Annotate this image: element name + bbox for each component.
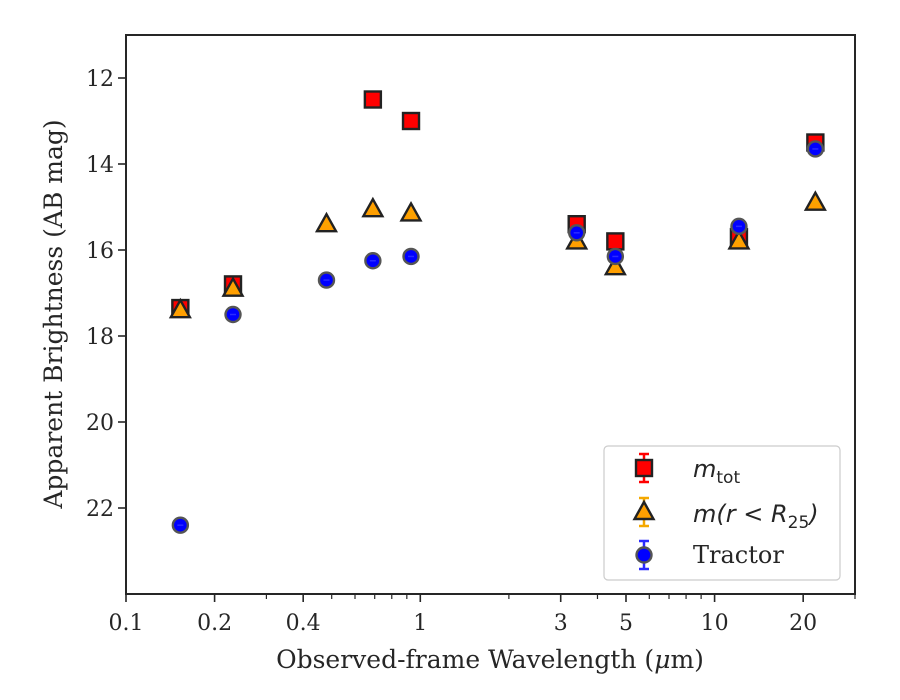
x-tick-label: 0.4 (286, 611, 321, 636)
legend-label-mr25: m(r < R25) (693, 500, 819, 533)
x-tick-label: 10 (701, 611, 729, 636)
data-marks (168, 90, 827, 534)
legend-label-tractor: Tractor (693, 541, 784, 569)
series-triangle (168, 190, 827, 319)
y-tick-label: 18 (86, 325, 114, 350)
triangle-point (399, 200, 423, 222)
legend: mtot m(r < R25) Tractor (603, 445, 841, 581)
y-tick-label: 12 (86, 67, 114, 92)
triangle-point (168, 297, 192, 319)
triangle-point (603, 254, 627, 276)
triangle-point (221, 276, 245, 297)
y-tick-label: 16 (86, 239, 114, 264)
legend-label-mtot-sub: tot (716, 468, 740, 488)
x-tick-label: 5 (619, 611, 633, 636)
plot-frame (125, 34, 856, 595)
legend-label-mr25-main: m(r < R (693, 500, 788, 528)
x-tick-labels: 0.1 0.2 0.4 1 3 5 10 20 (109, 611, 818, 636)
legend-label-mtot-main: m (693, 455, 716, 483)
x-tick-label: 1 (413, 611, 427, 636)
legend-circle-marker (635, 546, 653, 564)
legend-box (603, 445, 841, 581)
triangle-point (361, 196, 385, 218)
y-tick-labels: 12 14 16 18 20 22 (86, 67, 114, 522)
legend-label-mtot: mtot (693, 455, 740, 488)
legend-square-marker (634, 458, 654, 478)
x-axis-label-prefix: Observed-frame Wavelength ( (276, 645, 654, 674)
legend-symbols (632, 452, 656, 571)
legend-triangle-marker (632, 499, 656, 521)
legend-label-mr25-tail: ) (807, 500, 818, 528)
y-tick-label: 22 (86, 497, 114, 522)
y-tick-label: 20 (86, 411, 114, 436)
x-axis-label-suffix: m) (670, 645, 703, 674)
x-axis-label-mu: μ (654, 645, 670, 674)
y-axis-label: Apparent Brightness (AB mag) (39, 119, 68, 509)
legend-label-mr25-sub: 25 (788, 513, 810, 533)
triangle-point (314, 211, 339, 233)
x-tick-label: 0.1 (109, 611, 144, 636)
triangle-point (727, 228, 751, 250)
series-circle (171, 140, 825, 534)
y-tick-label: 14 (86, 153, 114, 178)
x-tick-label: 20 (789, 611, 817, 636)
x-tick-label: 0.2 (197, 611, 232, 636)
major-ticks (118, 77, 804, 602)
x-tick-label: 3 (554, 611, 568, 636)
triangle-point (803, 190, 827, 211)
x-axis-label: Observed-frame Wavelength (μm) (276, 645, 704, 674)
